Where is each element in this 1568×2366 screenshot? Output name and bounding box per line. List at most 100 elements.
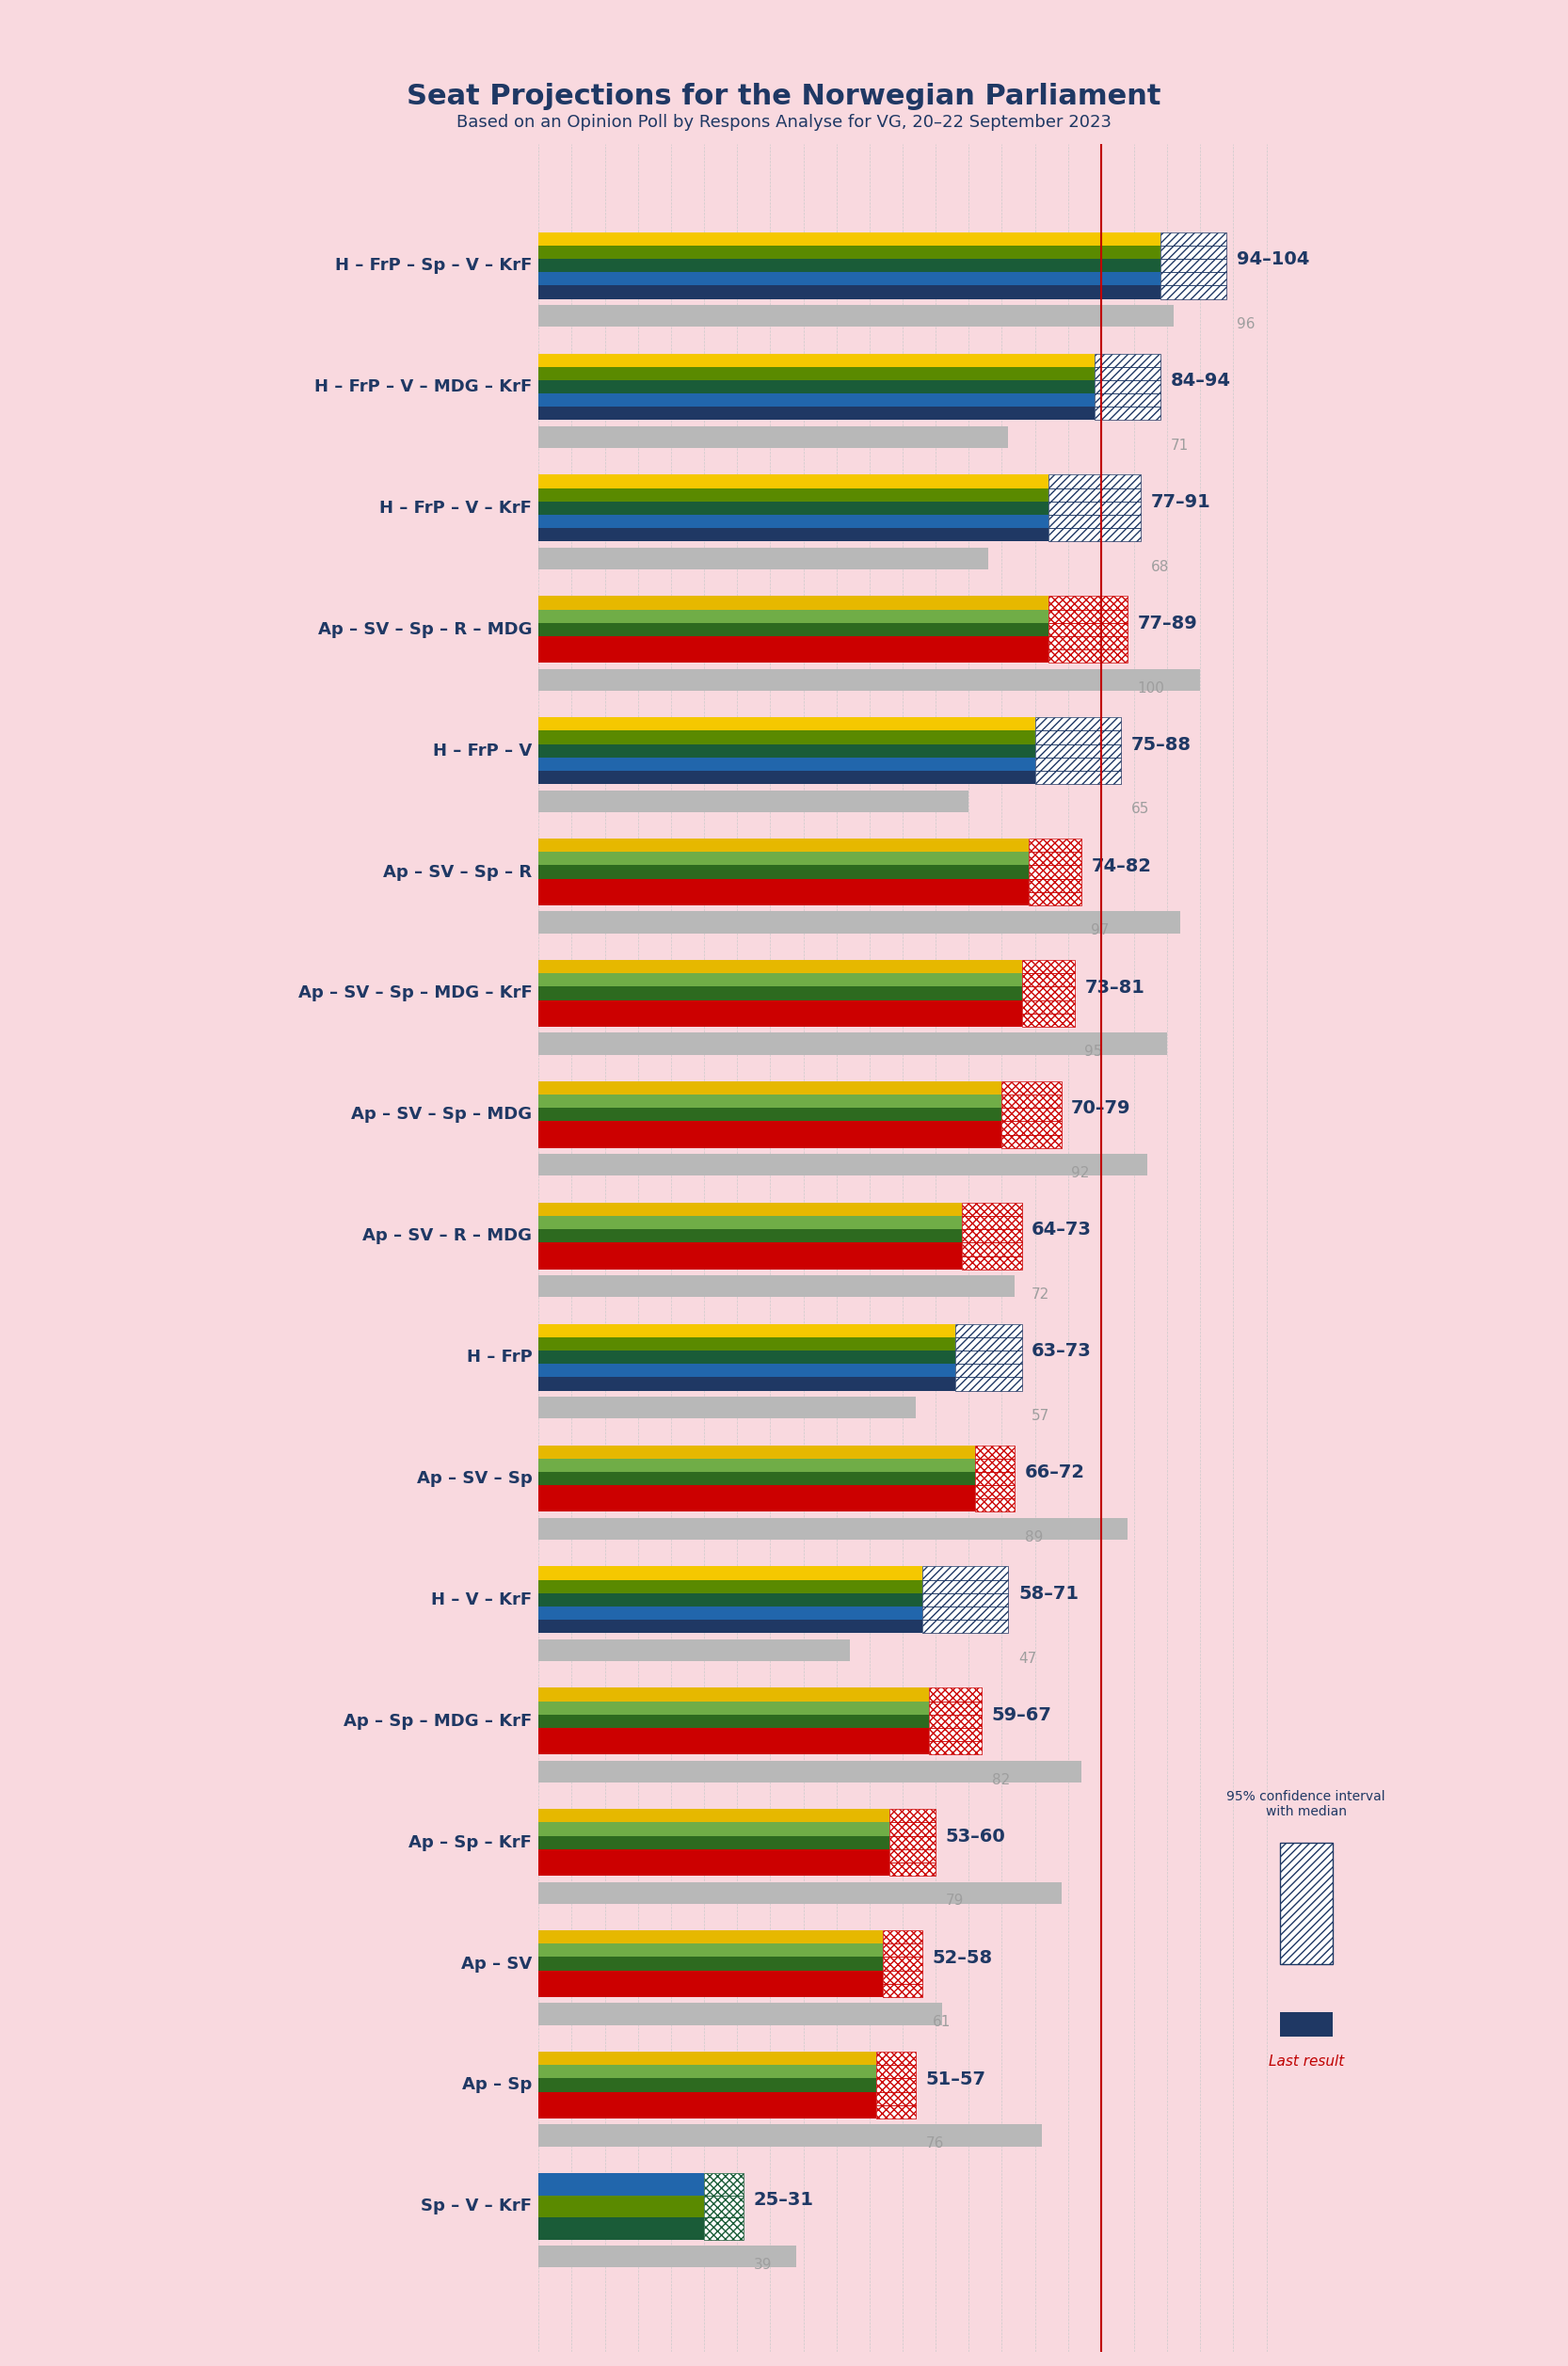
Bar: [539, 1107, 1002, 1121]
Bar: [539, 1337, 955, 1351]
Bar: [955, 1337, 1022, 1351]
Bar: [539, 232, 1160, 246]
Bar: [963, 1256, 1022, 1268]
Bar: [539, 2106, 877, 2118]
Bar: [539, 1592, 922, 1607]
Bar: [539, 1472, 975, 1486]
Text: 68: 68: [1151, 561, 1168, 575]
Bar: [922, 1566, 1008, 1580]
Text: Last result: Last result: [1269, 2054, 1344, 2068]
Bar: [1047, 502, 1142, 516]
Text: 95: 95: [1085, 1046, 1102, 1060]
Bar: [704, 2196, 743, 2217]
Bar: [539, 1396, 916, 1420]
Bar: [877, 2092, 916, 2106]
Bar: [539, 892, 1029, 906]
Bar: [1035, 771, 1121, 783]
Bar: [889, 1862, 936, 1876]
Bar: [922, 1592, 1008, 1607]
Bar: [539, 1095, 1002, 1107]
Bar: [1047, 516, 1142, 528]
Text: H – FrP – V: H – FrP – V: [433, 743, 532, 759]
Bar: [883, 1957, 922, 1971]
Bar: [1029, 838, 1082, 852]
Bar: [704, 2217, 743, 2241]
Bar: [539, 547, 988, 570]
Bar: [1047, 516, 1142, 528]
Bar: [704, 2196, 743, 2217]
Bar: [539, 1957, 883, 1971]
Bar: [928, 1727, 982, 1741]
Bar: [539, 1822, 889, 1836]
Bar: [1002, 1136, 1062, 1148]
Text: 57: 57: [1032, 1408, 1049, 1422]
Bar: [889, 1822, 936, 1836]
Bar: [539, 1727, 928, 1741]
Bar: [539, 305, 1174, 327]
Bar: [539, 353, 1094, 367]
Text: 79: 79: [946, 1893, 964, 1907]
Text: 95% confidence interval
with median: 95% confidence interval with median: [1226, 1789, 1386, 1817]
Text: 97: 97: [1091, 923, 1110, 937]
Bar: [1002, 1107, 1062, 1121]
Text: 96: 96: [1237, 317, 1254, 331]
Bar: [975, 1457, 1014, 1472]
Bar: [928, 1727, 982, 1741]
Bar: [1029, 866, 1082, 878]
Bar: [877, 2077, 916, 2092]
Bar: [975, 1457, 1014, 1472]
Bar: [539, 1687, 928, 1701]
Text: 63–73: 63–73: [1032, 1342, 1091, 1360]
Bar: [1160, 232, 1226, 246]
Bar: [928, 1687, 982, 1701]
Bar: [1022, 1001, 1074, 1013]
Bar: [539, 2066, 877, 2077]
Bar: [1029, 878, 1082, 892]
Text: Seat Projections for the Norwegian Parliament: Seat Projections for the Norwegian Parli…: [406, 83, 1162, 111]
Text: 75–88: 75–88: [1131, 736, 1192, 755]
Bar: [1047, 528, 1142, 542]
Bar: [975, 1472, 1014, 1486]
Bar: [1094, 381, 1160, 393]
Bar: [1094, 407, 1160, 421]
Bar: [539, 911, 1181, 932]
Bar: [539, 1715, 928, 1727]
Bar: [1029, 838, 1082, 852]
Bar: [955, 1351, 1022, 1363]
Bar: [1002, 1121, 1062, 1136]
Bar: [539, 1216, 963, 1230]
Bar: [1160, 258, 1226, 272]
Bar: [883, 1957, 922, 1971]
Bar: [539, 1881, 1062, 1905]
Bar: [963, 1202, 1022, 1216]
Text: 58–71: 58–71: [1018, 1585, 1079, 1602]
Bar: [922, 1607, 1008, 1621]
Bar: [1022, 961, 1074, 972]
Bar: [539, 866, 1029, 878]
Text: 77–91: 77–91: [1151, 492, 1210, 511]
Bar: [975, 1486, 1014, 1498]
Bar: [539, 622, 1047, 636]
Bar: [1022, 1001, 1074, 1013]
Bar: [1094, 367, 1160, 381]
Bar: [922, 1592, 1008, 1607]
Text: 25–31: 25–31: [754, 2191, 814, 2210]
Text: H – FrP: H – FrP: [466, 1349, 532, 1365]
Bar: [1035, 731, 1121, 743]
Bar: [539, 2217, 704, 2241]
Bar: [922, 1621, 1008, 1633]
Bar: [539, 790, 969, 812]
Bar: [1022, 972, 1074, 987]
Text: 51–57: 51–57: [925, 2070, 986, 2087]
Bar: [1047, 487, 1142, 502]
Bar: [539, 1363, 955, 1377]
Bar: [1094, 353, 1160, 367]
Bar: [1035, 731, 1121, 743]
Text: 39: 39: [754, 2257, 771, 2271]
Bar: [928, 1741, 982, 1756]
Bar: [963, 1230, 1022, 1242]
Bar: [1047, 610, 1127, 622]
Bar: [539, 1760, 1082, 1782]
Bar: [539, 1001, 1022, 1013]
Bar: [955, 1377, 1022, 1391]
